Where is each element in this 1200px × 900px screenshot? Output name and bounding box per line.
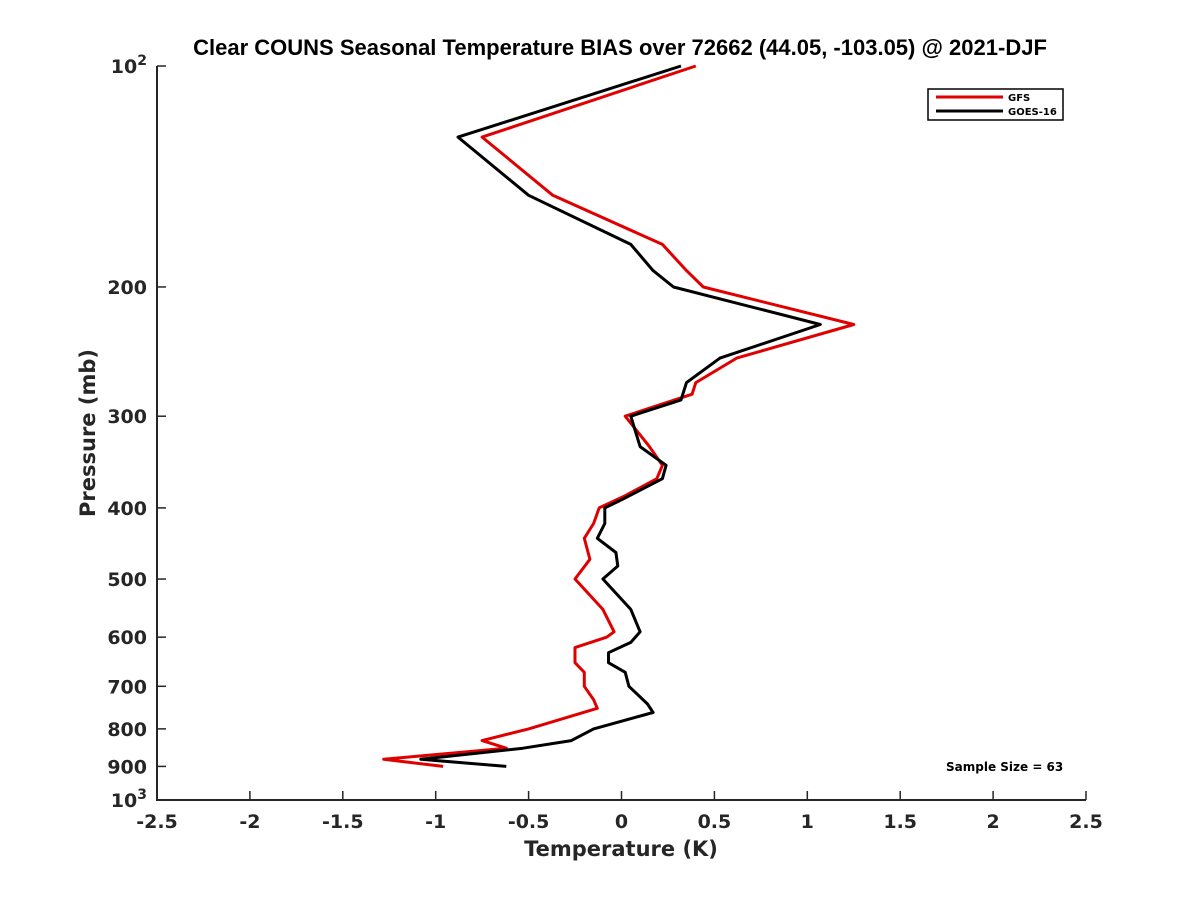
- x-tick-label: -0.5: [508, 811, 550, 833]
- x-tick-label: -2: [239, 811, 260, 833]
- y-tick-label: 800: [107, 719, 147, 741]
- x-tick-label: -1.5: [322, 811, 364, 833]
- y-tick-label: 700: [107, 676, 147, 698]
- y-tick-label: 200: [107, 277, 147, 299]
- x-tick-label: 1.5: [883, 811, 917, 833]
- plot-area: [156, 66, 1086, 801]
- x-tick-label: 2.5: [1069, 811, 1103, 833]
- x-axis-label: Temperature (K): [524, 837, 718, 861]
- x-tick-label: -2.5: [136, 811, 178, 833]
- legend: GFS GOES-16: [927, 88, 1064, 121]
- x-ticks: -2.5 -2 -1.5 -1 -0.5 0 0.5 1 1.5 2 2.5: [136, 791, 1103, 833]
- series-line-goes16: [419, 64, 822, 768]
- series-line-gfs: [382, 64, 856, 768]
- legend-box: [927, 88, 1064, 121]
- y-tick-label: 900: [107, 756, 147, 778]
- x-tick-label: 1: [801, 811, 814, 833]
- legend-label-goes16: GOES-16: [1008, 107, 1057, 118]
- legend-label-gfs: GFS: [1008, 93, 1030, 104]
- y-ticks: 102 200 300 400 500 600 700 800 900 103: [107, 53, 166, 812]
- y-axis-label: Pressure (mb): [76, 349, 100, 517]
- y-tick-label: 102: [111, 53, 147, 78]
- sample-size-annotation: Sample Size = 63: [946, 760, 1063, 774]
- y-tick-label: 300: [107, 406, 147, 428]
- chart-title: Clear COUNS Seasonal Temperature BIAS ov…: [193, 35, 1047, 60]
- y-tick-label: 500: [107, 569, 147, 591]
- x-tick-label: 0: [615, 811, 628, 833]
- x-tick-label: 0.5: [698, 811, 732, 833]
- x-tick-label: 2: [986, 811, 999, 833]
- y-tick-label: 400: [107, 498, 147, 520]
- series-group: [382, 64, 856, 768]
- x-tick-label: -1: [425, 811, 446, 833]
- y-tick-label: 103: [111, 787, 147, 812]
- y-tick-label: 600: [107, 627, 147, 649]
